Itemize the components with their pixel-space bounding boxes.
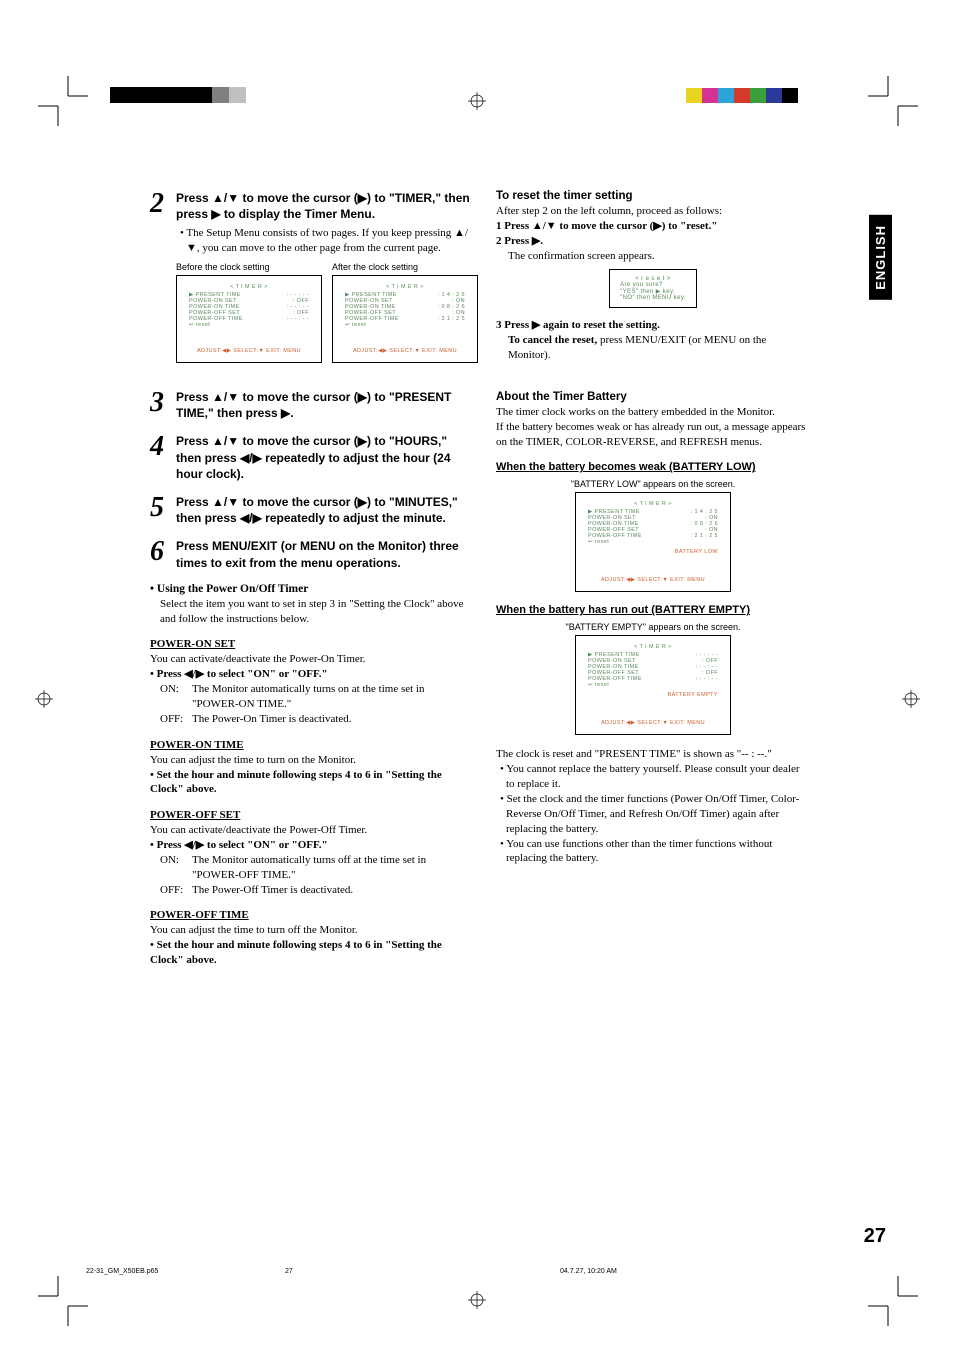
menu-battery-low: < T I M E R > ▶ PRESENT TIME: 1 4 : 2 5 … <box>575 492 731 592</box>
caption-after: After the clock setting <box>332 262 478 272</box>
step-title: Press MENU/EXIT (or MENU on the Monitor)… <box>176 538 464 570</box>
body-text: You can adjust the time to turn off the … <box>150 923 464 938</box>
reg-mark-right <box>902 690 920 708</box>
reg-mark-bottom <box>468 1291 486 1309</box>
reset-dialog: < r e s e t > Are you sure? "YES" then ▶… <box>609 269 697 308</box>
on-label: ON: <box>160 682 192 712</box>
step-note: • The Setup Menu consists of two pages. … <box>176 226 478 256</box>
battery-head: About the Timer Battery <box>496 391 810 403</box>
crop-corner-tr <box>868 76 918 131</box>
body-text: You can adjust the time to turn on the M… <box>150 753 464 768</box>
body-text: • Press ◀/▶ to select "ON" or "OFF." <box>150 838 464 853</box>
reg-mark-left <box>35 690 53 708</box>
power-on-time-head: POWER-ON TIME <box>150 739 464 751</box>
off-label: OFF: <box>160 883 192 898</box>
body-text: The clock is reset and "PRESENT TIME" is… <box>496 747 810 762</box>
step-5: 5 Press ▲/▼ to move the cursor (▶) to "M… <box>150 494 464 526</box>
footer-page: 27 <box>285 1268 293 1275</box>
power-off-set-head: POWER-OFF SET <box>150 809 464 821</box>
crop-corner-tl <box>38 76 88 131</box>
body-text: After step 2 on the left column, proceed… <box>496 204 810 219</box>
step-title: Press ▲/▼ to move the cursor (▶) to "PRE… <box>176 389 464 421</box>
footer-timestamp: 04.7.27, 10:20 AM <box>560 1268 617 1275</box>
cancel-text: To cancel the reset, To cancel the reset… <box>496 333 810 363</box>
using-timer-body: Select the item you want to set in step … <box>150 597 464 627</box>
body-text: If the battery becomes weak or has alrea… <box>496 420 810 450</box>
step-title: Press ▲/▼ to move the cursor (▶) to "MIN… <box>176 494 464 526</box>
step-3: 3 Press ▲/▼ to move the cursor (▶) to "P… <box>150 389 464 421</box>
menu-battery-empty: < T I M E R > ▶ PRESENT TIME: - - : - - … <box>575 635 731 735</box>
off-text: The Power-On Timer is deactivated. <box>192 712 352 727</box>
on-text: The Monitor automatically turns off at t… <box>192 853 464 883</box>
using-timer-head: • Using the Power On/Off Timer <box>150 583 464 595</box>
body-text: • Set the hour and minute following step… <box>150 938 464 968</box>
reset-step-2: 2 Press ▶. <box>496 234 810 249</box>
on-label: ON: <box>160 853 192 883</box>
power-on-set-head: POWER-ON SET <box>150 638 464 650</box>
body-text: You can activate/deactivate the Power-Of… <box>150 823 464 838</box>
menu-before: < T I M E R > ▶ PRESENT TIME: - - : - - … <box>176 275 322 363</box>
body-text: • Press ◀/▶ to select "ON" or "OFF." <box>150 667 464 682</box>
power-off-time-head: POWER-OFF TIME <box>150 909 464 921</box>
reset-step-3: 3 Press ▶ again to reset the setting. <box>496 318 810 333</box>
on-text: The Monitor automatically turns on at th… <box>192 682 464 712</box>
battery-empty-caption: "BATTERY EMPTY" appears on the screen. <box>566 622 741 632</box>
step-number: 3 <box>150 389 176 421</box>
crop-corner-br <box>868 1276 918 1331</box>
step-title: Press ▲/▼ to move the cursor (▶) to "HOU… <box>176 433 464 482</box>
battery-empty-head: When the battery has run out (BATTERY EM… <box>496 604 810 616</box>
page-number: 27 <box>864 1225 886 1248</box>
battery-low-head: When the battery becomes weak (BATTERY L… <box>496 461 810 473</box>
body-text: • Set the clock and the timer functions … <box>496 792 810 837</box>
color-bar-right <box>686 88 798 103</box>
body-text: • You can use functions other than the t… <box>496 837 810 867</box>
body-text: You can activate/deactivate the Power-On… <box>150 652 464 667</box>
menu-after: < T I M E R > ▶ PRESENT TIME: 1 4 : 2 5 … <box>332 275 478 363</box>
language-tab: ENGLISH <box>869 215 892 300</box>
step-2: 2 Press ▲/▼ to move the cursor (▶) to "T… <box>150 190 464 377</box>
step-4: 4 Press ▲/▼ to move the cursor (▶) to "H… <box>150 433 464 482</box>
reset-head: To reset the timer setting <box>496 190 810 202</box>
step-number: 4 <box>150 433 176 482</box>
crop-corner-bl <box>38 1276 88 1331</box>
reg-mark-top <box>468 92 486 110</box>
off-label: OFF: <box>160 712 192 727</box>
footer-file: 22-31_GM_X50EB.p65 <box>86 1268 158 1275</box>
step-6: 6 Press MENU/EXIT (or MENU on the Monito… <box>150 538 464 570</box>
reset-step-1: 1 Press ▲/▼ to move the cursor (▶) to "r… <box>496 219 810 234</box>
body-text: The confirmation screen appears. <box>496 249 810 264</box>
body-text: • Set the hour and minute following step… <box>150 768 464 798</box>
step-number: 2 <box>150 190 176 377</box>
page-content: 2 Press ▲/▼ to move the cursor (▶) to "T… <box>150 190 810 980</box>
body-text: • You cannot replace the battery yoursel… <box>496 762 810 792</box>
battery-low-caption: "BATTERY LOW" appears on the screen. <box>571 479 735 489</box>
body-text: The timer clock works on the battery emb… <box>496 405 810 420</box>
step-title: Press ▲/▼ to move the cursor (▶) to "TIM… <box>176 190 478 222</box>
caption-before: Before the clock setting <box>176 262 322 272</box>
step-number: 6 <box>150 538 176 570</box>
step-number: 5 <box>150 494 176 526</box>
off-text: The Power-Off Timer is deactivated. <box>192 883 353 898</box>
color-bar-left <box>110 87 263 103</box>
